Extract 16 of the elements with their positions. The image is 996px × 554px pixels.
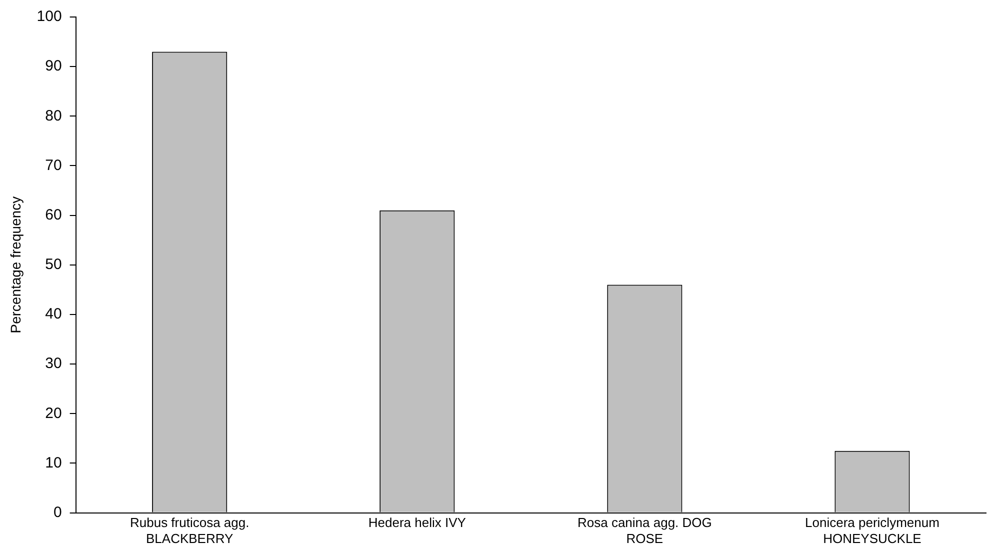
y-tick-label: 80 bbox=[45, 107, 62, 124]
y-axis-title: Percentage frequency bbox=[7, 196, 24, 334]
x-tick-label: Rubus fruticosa agg. BLACKBERRY bbox=[130, 515, 250, 546]
y-tick-label: 70 bbox=[45, 156, 62, 174]
y-tick-label: 50 bbox=[45, 256, 62, 274]
x-tick-label: Lonicera periclymenum HONEYSUCKLE bbox=[805, 515, 940, 546]
y-tick-label: 10 bbox=[45, 454, 62, 472]
y-tick-label: 100 bbox=[36, 8, 62, 26]
y-tick-label: 20 bbox=[45, 404, 62, 422]
x-tick-label: Rosa canina agg. DOG ROSE bbox=[577, 515, 712, 546]
y-tick-label: 40 bbox=[45, 306, 62, 323]
y-tick-label: 60 bbox=[45, 206, 62, 224]
y-tick-label: 30 bbox=[45, 355, 62, 372]
x-tick-label: Hedera helix IVY bbox=[368, 515, 466, 530]
y-tick-label: 90 bbox=[45, 58, 62, 75]
y-tick-label: 0 bbox=[53, 504, 62, 521]
